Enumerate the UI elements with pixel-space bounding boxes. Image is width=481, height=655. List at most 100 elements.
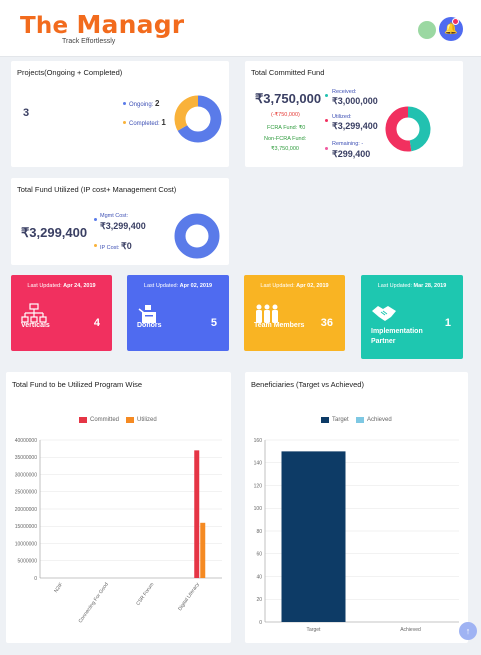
- user-avatar[interactable]: [418, 21, 436, 39]
- tile-count: 5: [210, 317, 217, 329]
- legend-committed[interactable]: Committed: [90, 417, 120, 423]
- projects-card: Projects(Ongoing + Completed) 3 Ongoing:…: [11, 61, 229, 167]
- card-title: Total Committed Fund: [251, 68, 325, 77]
- tile-count: 4: [93, 317, 100, 329]
- program-fund-bar-chart: 40000000 35000000 30000000 25000000 20000000…: [15, 438, 222, 624]
- y-tick-label: 60: [256, 552, 262, 558]
- donation-icon: [138, 305, 156, 323]
- fund-utilized-card: Total Fund Utilized (IP cost+ Management…: [11, 178, 229, 265]
- app-logo[interactable]: The Managr: [20, 10, 185, 39]
- y-tick-label: 120: [254, 483, 263, 489]
- y-tick-label: 10000000: [15, 541, 37, 547]
- y-tick-label: 0: [34, 576, 37, 582]
- beneficiaries-chart-card: Beneficiaries (Target vs Achieved) Targe…: [245, 372, 468, 643]
- legend-bullet: [94, 218, 97, 221]
- y-tick-label: 160: [254, 438, 263, 444]
- fund-utilized-donut-chart: [174, 213, 220, 259]
- legend-target[interactable]: Target: [332, 417, 349, 423]
- tile-label: Implementation Partner: [371, 328, 423, 345]
- fund-utilized-total: ₹3,299,400: [21, 225, 88, 240]
- tile-count: 1: [444, 317, 451, 329]
- team-icon: [256, 304, 278, 323]
- committed-slice[interactable]: [407, 106, 431, 152]
- y-tick-label: 0: [259, 620, 262, 626]
- tile-count: 36: [320, 317, 333, 329]
- projects-total: 3: [23, 107, 30, 119]
- tile-label: Donors: [137, 322, 162, 329]
- fcra-fund: FCRA Fund: ₹0: [267, 125, 306, 131]
- tile-implementation-partner[interactable]: Last Updated: Mar 28, 2019 Implementatio…: [361, 275, 463, 359]
- y-tick-label: 20000000: [15, 507, 37, 513]
- card-title: Total Fund Utilized (IP cost+ Management…: [17, 185, 177, 194]
- tagline: Track Effortlessly: [62, 38, 116, 45]
- legend-swatch-achieved[interactable]: [356, 417, 364, 423]
- bar-utilized-3[interactable]: [200, 522, 206, 578]
- tile-verticals[interactable]: Last Updated: Apr 24, 2019 Verticals 4: [11, 275, 112, 351]
- committed-delta: (-₹750,000): [271, 112, 300, 118]
- mgmt-cost-value: ₹3,299,400: [100, 221, 146, 231]
- remaining-label: Remaining: -: [332, 141, 364, 147]
- y-tick-label: 20: [256, 597, 262, 603]
- legend-bullet: [325, 147, 328, 150]
- projects-donut-chart: [174, 95, 222, 143]
- handshake-icon: [372, 306, 396, 321]
- notification-button[interactable]: 🔔: [439, 17, 463, 41]
- y-tick-label: 80: [256, 529, 262, 535]
- non-fcra-value: ₹3,750,000: [271, 146, 299, 152]
- legend-swatch-target[interactable]: [321, 417, 329, 423]
- ongoing-stat: Ongoing: 2: [129, 99, 160, 108]
- chart-title: Total Fund to be Utilized Program Wise: [12, 380, 143, 389]
- x-tick-label: Achieved: [400, 627, 421, 633]
- tile-label: Team Members: [254, 322, 305, 329]
- tile-label: Verticals: [21, 322, 50, 329]
- x-tick-label: N2IF: [53, 582, 64, 594]
- committed-slice[interactable]: [385, 106, 412, 152]
- received-label: Received:: [332, 89, 357, 95]
- program-fund-chart-card: Total Fund to be Utilized Program Wise C…: [6, 372, 231, 643]
- utilized-value: ₹3,299,400: [332, 121, 378, 131]
- legend-bullet: [94, 244, 97, 247]
- y-tick-label: 30000000: [15, 472, 37, 478]
- legend-bullet: [325, 119, 328, 122]
- y-tick-label: 35000000: [15, 455, 37, 461]
- committed-donut-chart: [385, 106, 431, 152]
- beneficiaries-bar-chart: 160 140 120 100 80 60 40 20 0 Target Achieved: [254, 438, 459, 633]
- y-tick-label: 40000000: [15, 438, 37, 444]
- hierarchy-icon: [21, 303, 47, 323]
- projects-slice[interactable]: [174, 95, 199, 131]
- committed-total: ₹3,750,000: [255, 91, 322, 106]
- x-tick-label: Target: [307, 627, 322, 633]
- x-tick-label: Digital Literacy: [177, 581, 201, 612]
- legend-swatch-committed[interactable]: [79, 417, 87, 423]
- y-tick-label: 40: [256, 574, 262, 580]
- legend-bullet: [123, 121, 126, 124]
- mgmt-cost-label: Mgmt Cost:: [100, 213, 129, 219]
- tile-team-members[interactable]: Last Updated: Apr 02, 2019 Team Members …: [244, 275, 345, 351]
- ip-cost-stat: IP Cost: ₹0: [100, 241, 132, 251]
- scroll-top-button[interactable]: ↑: [459, 622, 477, 640]
- y-tick-label: 25000000: [15, 490, 37, 496]
- received-value: ₹3,000,000: [332, 96, 378, 106]
- y-tick-label: 140: [254, 461, 263, 467]
- fund-utilized-slice[interactable]: [174, 213, 220, 259]
- legend-swatch-utilized[interactable]: [126, 417, 134, 423]
- y-tick-label: 15000000: [15, 524, 37, 530]
- legend-achieved[interactable]: Achieved: [367, 417, 392, 423]
- top-header: The Managr Track Effortlessly 🔔: [0, 0, 481, 57]
- y-tick-label: 5000000: [18, 559, 38, 565]
- arrow-up-icon: ↑: [465, 626, 471, 636]
- notification-badge: [452, 18, 459, 25]
- bar-committed-3[interactable]: [194, 450, 200, 578]
- projects-slice[interactable]: [177, 95, 222, 143]
- chart-title: Beneficiaries (Target vs Achieved): [251, 380, 364, 389]
- x-tick-label: CSR Forum: [135, 582, 155, 607]
- bar-target-0[interactable]: [281, 451, 346, 622]
- non-fcra-label: Non-FCRA Fund:: [264, 136, 307, 142]
- tile-donors[interactable]: Last Updated: Apr 02, 2019 Donors 5: [127, 275, 229, 351]
- card-title: Projects(Ongoing + Completed): [17, 68, 123, 77]
- legend-utilized[interactable]: Utilized: [137, 417, 157, 423]
- completed-stat: Completed: 1: [129, 118, 166, 127]
- remaining-value: ₹299,400: [332, 149, 371, 159]
- legend-bullet: [325, 94, 328, 97]
- legend-bullet: [123, 102, 126, 105]
